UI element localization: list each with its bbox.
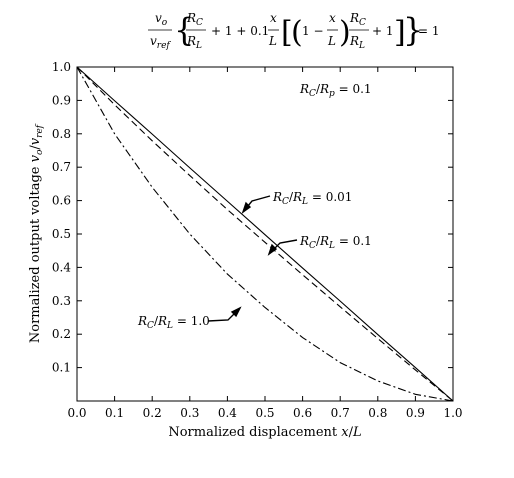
eq-rc2: RC <box>349 11 366 28</box>
x-tick-label: 0.9 <box>406 406 425 420</box>
x-axis-ticks: 0.0 0.1 0.2 0.3 0.4 0.5 0.6 0.7 0.8 0.9 1.0 <box>67 67 463 420</box>
x-tick-label: 0.5 <box>255 406 274 420</box>
y-tick-label: 0.8 <box>52 127 71 141</box>
x-tick-label: 0.7 <box>331 406 350 420</box>
y-tick-label: 0.3 <box>52 294 71 308</box>
eq-L: L <box>268 34 277 48</box>
x-tick-label: 0.2 <box>143 406 162 420</box>
y-axis-ticks: 0.1 0.2 0.3 0.4 0.5 0.6 0.7 0.8 0.9 1.0 <box>52 60 453 375</box>
annotation-arrows <box>207 195 298 322</box>
label-rcrl-1.0: RC/RL = 1.0 <box>137 314 210 331</box>
y-tick-label: 0.1 <box>52 361 71 375</box>
y-tick-label: 0.4 <box>52 260 71 274</box>
arrowhead-rcrl-0.01 <box>241 201 252 214</box>
y-axis-label: Normalized output voltage vo/vref <box>28 123 45 343</box>
eq-plus-terms: + 1 + 0.1 <box>211 24 269 38</box>
x-tick-label: 0.0 <box>67 406 86 420</box>
x-tick-label: 0.4 <box>218 406 237 420</box>
y-tick-label: 0.7 <box>52 160 71 174</box>
x-axis-label: Normalized displacement x/L <box>168 425 361 440</box>
y-tick-label: 1.0 <box>52 60 71 74</box>
eq-right-bracket: ] <box>394 15 406 50</box>
equation: vo vref { RC RL + 1 + 0.1 x L [ ( 1 − x … <box>148 11 440 51</box>
series-lines <box>76 66 454 402</box>
series-line-dashdot <box>76 66 454 402</box>
eq-left-bracket: [ <box>281 15 293 50</box>
eq-lhs-num: vo <box>155 11 168 28</box>
eq-left-paren: ( <box>291 15 303 50</box>
arrowhead-rcrl-0.1 <box>267 243 278 256</box>
eq-rl: RL <box>186 34 202 51</box>
x-tick-label: 1.0 <box>443 406 462 420</box>
y-tick-label: 0.2 <box>52 327 71 341</box>
eq-one-minus: 1 − <box>302 24 324 38</box>
eq-right-brace: } <box>403 11 423 49</box>
eq-lhs-den: vref <box>150 34 171 51</box>
label-rcrl-0.1: RC/RL = 0.1 <box>299 234 372 251</box>
eq-L2: L <box>327 34 336 48</box>
eq-right-paren: ) <box>339 15 351 50</box>
eq-left-brace: { <box>174 11 194 49</box>
x-tick-label: 0.6 <box>293 406 312 420</box>
arrowhead-rcrl-1.0 <box>230 306 242 318</box>
y-tick-label: 0.5 <box>52 227 71 241</box>
x-tick-label: 0.8 <box>368 406 387 420</box>
y-tick-label: 0.6 <box>52 194 71 208</box>
eq-x: x <box>270 11 277 25</box>
x-tick-label: 0.3 <box>180 406 199 420</box>
parameter-label: RC/Rp = 0.1 <box>299 82 372 99</box>
series-line-dashed <box>76 66 454 402</box>
eq-plus-one-end: + 1 <box>372 24 394 38</box>
series-line-solid <box>76 66 454 402</box>
x-tick-label: 0.1 <box>105 406 124 420</box>
eq-rc: RC <box>186 11 203 28</box>
eq-rl2: RL <box>349 34 365 51</box>
label-rcrl-0.01: RC/RL = 0.01 <box>272 190 352 207</box>
eq-equals: = 1 <box>418 24 440 38</box>
eq-x2: x <box>329 11 336 25</box>
y-tick-label: 0.9 <box>52 93 71 107</box>
